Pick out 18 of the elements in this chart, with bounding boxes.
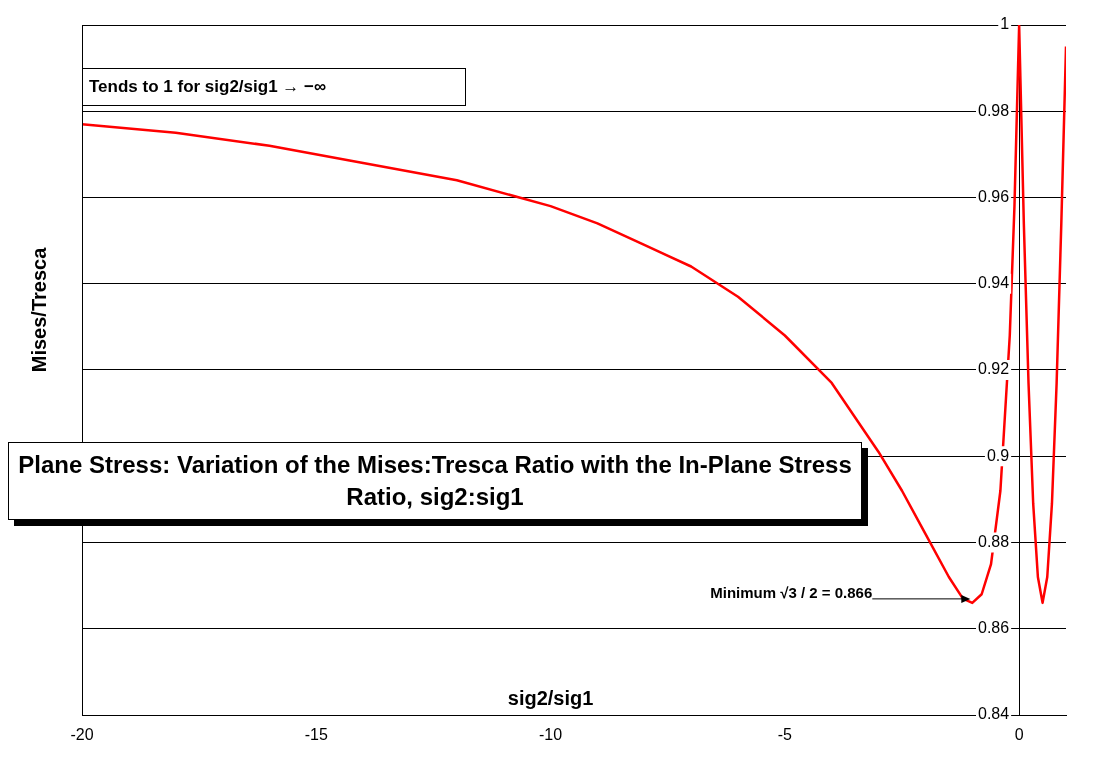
y-axis-title: Mises/Tresca [27, 246, 50, 373]
y-tick-label: 0.84 [978, 705, 1010, 723]
y-tick-label: 0.96 [978, 187, 1010, 205]
y-tick-label: 0.98 [978, 101, 1010, 119]
x-tick-label: -20 [70, 726, 94, 744]
annotation: Minimum √3 / 2 = 0.866 [710, 583, 873, 601]
x-tick-label: 0 [1014, 726, 1024, 744]
x-tick-label: -15 [304, 726, 328, 744]
y-tick-label: 0.92 [978, 360, 1010, 378]
y-tick-label: 0.94 [978, 274, 1010, 292]
y-tick-label: 1 [1000, 15, 1010, 33]
x-tick-label: -5 [777, 726, 793, 744]
x-tick-label: -10 [539, 726, 563, 744]
x-axis-title: sig2/sig1 [507, 686, 594, 709]
note-box: Tends to 1 for sig2/sig1 → −∞ [82, 68, 466, 106]
y-tick-label: 0.86 [978, 619, 1010, 637]
y-tick-label: 0.9 [986, 446, 1010, 464]
y-tick-label: 0.88 [978, 532, 1010, 550]
